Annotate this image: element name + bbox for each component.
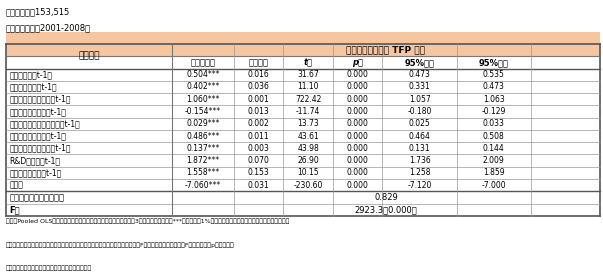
Text: 0.003: 0.003 [248,144,270,153]
Text: 日本の子会社ダミー（t-1）: 日本の子会社ダミー（t-1） [10,144,71,153]
Text: 輸出集約度（t-1）: 輸出集約度（t-1） [10,70,52,79]
Text: 0.000: 0.000 [347,156,368,165]
Text: -7.000: -7.000 [482,181,506,190]
Text: 43.98: 43.98 [297,144,319,153]
Text: 0.331: 0.331 [409,82,431,92]
Text: 0.000: 0.000 [347,144,368,153]
Text: 1.063: 1.063 [483,95,505,104]
Text: 0.000: 0.000 [347,181,368,190]
Text: 0.000: 0.000 [347,82,368,92]
Text: 0.001: 0.001 [248,95,270,104]
Text: 0.036: 0.036 [248,82,270,92]
Text: 0.000: 0.000 [347,107,368,116]
Text: 0.011: 0.011 [248,131,270,141]
Text: 1.872***: 1.872*** [186,156,219,165]
Text: 10.15: 10.15 [297,168,319,177]
Text: 0.473: 0.473 [409,70,431,79]
Text: 自由度修正済み決定係数: 自由度修正済み決定係数 [10,193,65,202]
Text: F値: F値 [10,205,21,214]
Text: 2.009: 2.009 [483,156,505,165]
Text: -7.120: -7.120 [408,181,432,190]
Text: ダミー、日本の子会社ダミーは、日本の独立系企業をベンチマークとしている。F値の横の括弧内の数字はF値に対応するp値である。: ダミー、日本の子会社ダミーは、日本の独立系企業をベンチマークとしている。F値の横… [6,242,235,248]
Text: R&D集約度（t-1）: R&D集約度（t-1） [10,156,61,165]
Text: 1.060***: 1.060*** [186,95,219,104]
Text: 0.002: 0.002 [248,119,270,128]
Text: 0.144: 0.144 [483,144,505,153]
Text: -0.154***: -0.154*** [185,107,221,116]
Text: 1.736: 1.736 [409,156,431,165]
Text: 722.42: 722.42 [295,95,321,104]
Text: 説明変数: 説明変数 [78,52,99,61]
Text: -230.60: -230.60 [294,181,323,190]
Text: 11.10: 11.10 [297,82,319,92]
Text: 95%下限: 95%下限 [405,58,435,67]
Text: サンプル数：153,515: サンプル数：153,515 [6,7,71,16]
Text: 0.000: 0.000 [347,119,368,128]
Text: 企業年齢の対数値の二乗（t-1）: 企業年齢の対数値の二乗（t-1） [10,119,80,128]
Text: 0.131: 0.131 [409,144,431,153]
Text: -0.129: -0.129 [482,107,506,116]
Text: 企業年齢の対数値（t-1）: 企業年齢の対数値（t-1） [10,107,66,116]
Text: 0.000: 0.000 [347,131,368,141]
Text: 0.402***: 0.402*** [186,82,219,92]
Text: 1.057: 1.057 [409,95,431,104]
Text: 0.016: 0.016 [248,70,270,79]
Text: 0.031: 0.031 [248,181,270,190]
Text: 外資系企業ダミー（t-1）: 外資系企業ダミー（t-1） [10,131,66,141]
Text: 95%上限: 95%上限 [479,58,509,67]
Text: サンプル期間：2001-2008年: サンプル期間：2001-2008年 [6,23,91,32]
Text: 0.033: 0.033 [483,119,505,128]
Text: 情報化投資比率（t-1）: 情報化投資比率（t-1） [10,168,62,177]
Text: 13.73: 13.73 [297,119,319,128]
Text: 31.67: 31.67 [297,70,319,79]
Text: 1.859: 1.859 [483,168,505,177]
Text: 定数項: 定数項 [10,181,24,190]
Text: 0.508: 0.508 [483,131,505,141]
Text: 0.029***: 0.029*** [186,119,219,128]
Text: 0.000: 0.000 [347,70,368,79]
Text: 0.070: 0.070 [248,156,270,165]
Text: 0.829: 0.829 [374,193,398,202]
Text: 0.013: 0.013 [248,107,270,116]
Text: -0.180: -0.180 [408,107,432,116]
Text: p値: p値 [352,58,363,67]
Text: 0.464: 0.464 [409,131,431,141]
Text: 2923.3（0.000）: 2923.3（0.000） [355,205,417,214]
Text: 0.504***: 0.504*** [186,70,219,79]
Text: 43.61: 43.61 [297,131,319,141]
Text: 0.473: 0.473 [483,82,505,92]
Text: 1.258: 1.258 [409,168,431,177]
Text: 0.025: 0.025 [409,119,431,128]
Text: 標準誤差: 標準誤差 [248,58,269,67]
Text: 資料：経済産業省「企業活動基本調査」から作成。: 資料：経済産業省「企業活動基本調査」から作成。 [6,265,92,271]
Text: 0.486***: 0.486*** [186,131,219,141]
Text: 海外出資比率（t-1）: 海外出資比率（t-1） [10,82,57,92]
Text: 係数推定値: 係数推定値 [191,58,215,67]
Text: 備考：Pooled OLSによる推定。推定式には年ダミー、産業ダミー（3桁レベル）を含む。***は有意水準1%で統計的に有意であることを示す。外資系企業: 備考：Pooled OLSによる推定。推定式には年ダミー、産業ダミー（3桁レベル… [6,219,289,224]
Text: -11.74: -11.74 [296,107,320,116]
Text: 0.000: 0.000 [347,168,368,177]
Text: t値: t値 [304,58,312,67]
Text: 0.153: 0.153 [248,168,270,177]
Text: 26.90: 26.90 [297,156,319,165]
Text: 0.000: 0.000 [347,95,368,104]
Text: -7.060***: -7.060*** [185,181,221,190]
Text: 1.558***: 1.558*** [186,168,219,177]
Text: 総従業者数の対数値（t-1）: 総従業者数の対数値（t-1） [10,95,71,104]
Text: 被説明変数：相対 TFP 水準: 被説明変数：相対 TFP 水準 [346,46,426,55]
Text: 0.535: 0.535 [483,70,505,79]
Text: 0.137***: 0.137*** [186,144,219,153]
